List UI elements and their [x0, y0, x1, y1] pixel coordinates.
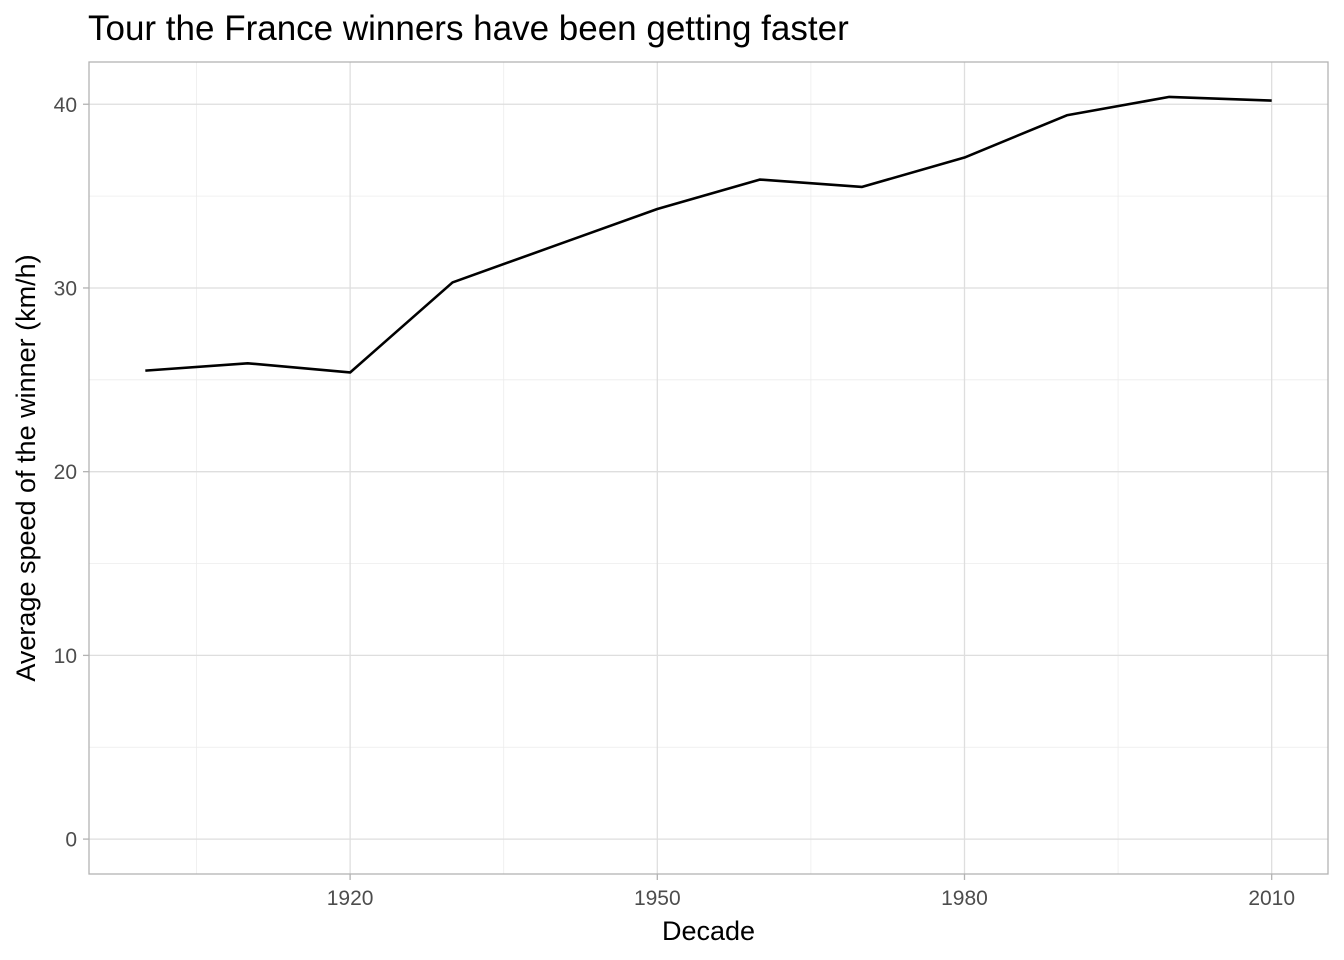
axis-tick-labels: 1920 1950 1980 2010 0 10 20 30 40: [54, 94, 1295, 910]
major-gridlines: [89, 62, 1328, 874]
y-tick-label: 30: [54, 277, 77, 300]
series-layer: [145, 95, 1272, 374]
axis-ticks: [83, 103, 1273, 880]
y-tick-label: 40: [54, 94, 77, 117]
x-tick-label: 1950: [634, 887, 681, 910]
x-tick-label: 2010: [1248, 887, 1295, 910]
y-tick-label: 20: [54, 461, 77, 484]
y-tick-label: 0: [65, 829, 77, 852]
x-axis-title: Decade: [662, 916, 755, 946]
y-axis-title: Average speed of the winner (km/h): [11, 254, 41, 681]
series-line-0: [145, 95, 1272, 374]
y-tick-label: 10: [54, 645, 77, 668]
chart-title: Tour the France winners have been gettin…: [88, 9, 849, 48]
minor-gridlines: [89, 62, 1328, 874]
plot-panel-border: [88, 61, 1329, 875]
x-tick-label: 1920: [327, 887, 374, 910]
x-tick-label: 1980: [941, 887, 988, 910]
